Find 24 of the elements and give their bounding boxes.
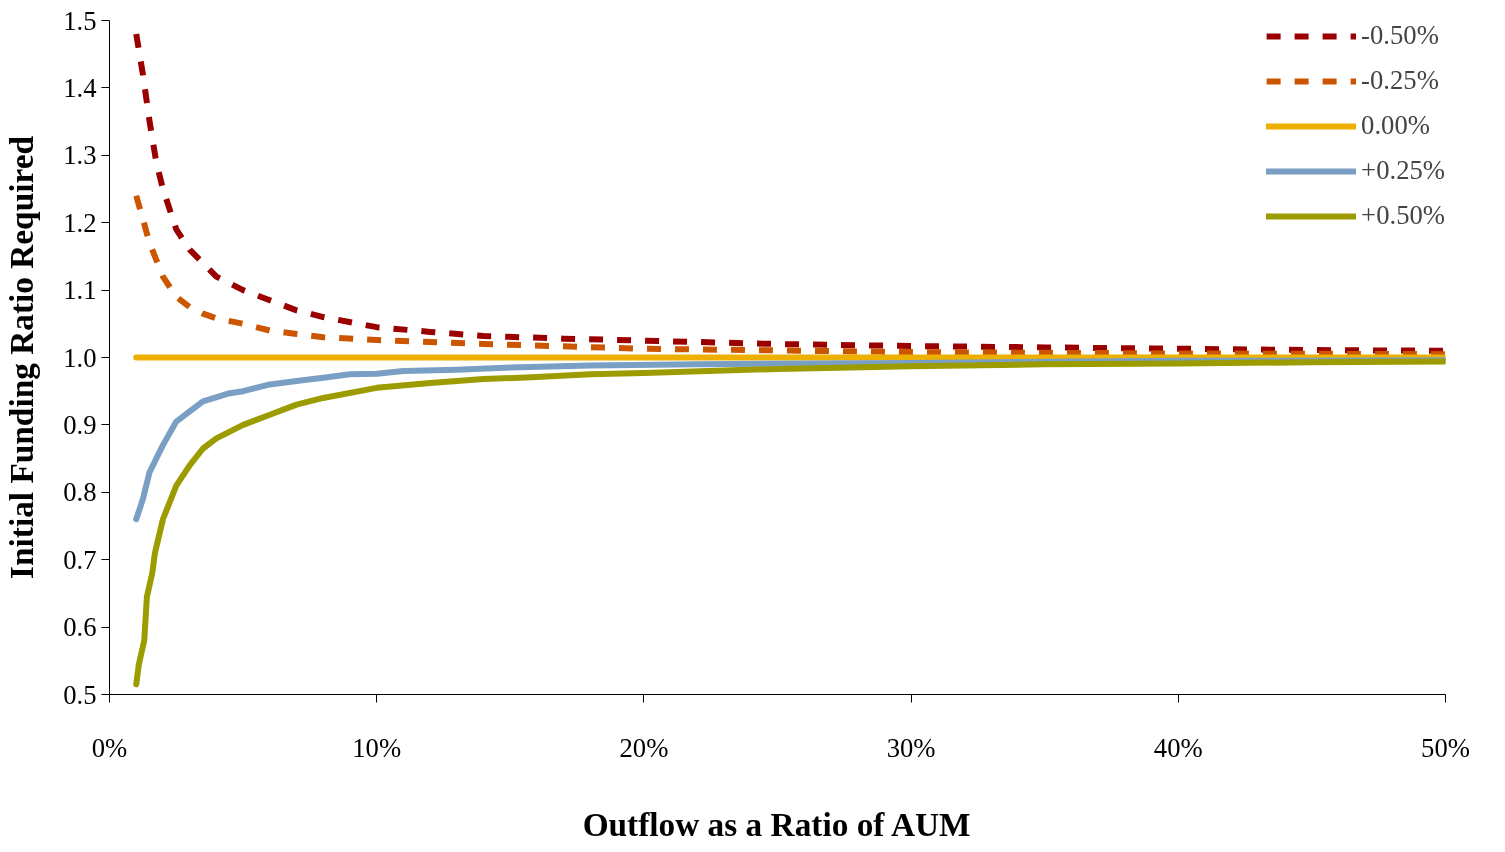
y-axis-title: Initial Funding Ratio Required	[3, 135, 41, 579]
legend-label: +0.50%	[1361, 200, 1445, 231]
y-tick-label: 0.6	[63, 612, 97, 643]
legend-label: 0.00%	[1361, 110, 1430, 141]
x-tick-label: 30%	[886, 732, 936, 763]
y-tick-label: 0.7	[63, 544, 97, 575]
x-tick-label: 0%	[91, 732, 128, 763]
x-axis-title: Outflow as a Ratio of AUM	[582, 805, 971, 843]
legend-label: +0.25%	[1361, 155, 1445, 186]
y-tick-label: 1.2	[63, 207, 97, 238]
y-tick-label: 0.5	[63, 679, 97, 710]
y-tick-label: 1.1	[63, 275, 97, 306]
y-tick-label: 1.3	[63, 140, 97, 171]
legend-label: -0.25%	[1361, 65, 1439, 96]
x-tick-label: 10%	[352, 732, 402, 763]
x-tick-label: 40%	[1153, 732, 1203, 763]
legend-label: -0.50%	[1361, 20, 1439, 51]
y-tick-label: 0.8	[63, 477, 97, 508]
y-tick-label: 1.5	[63, 5, 97, 36]
y-tick-label: 1.4	[63, 72, 97, 103]
x-tick-label: 50%	[1421, 732, 1470, 763]
y-tick-label: 1.0	[63, 342, 97, 373]
y-tick-label: 0.9	[63, 409, 97, 440]
x-tick-label: 20%	[619, 732, 669, 763]
